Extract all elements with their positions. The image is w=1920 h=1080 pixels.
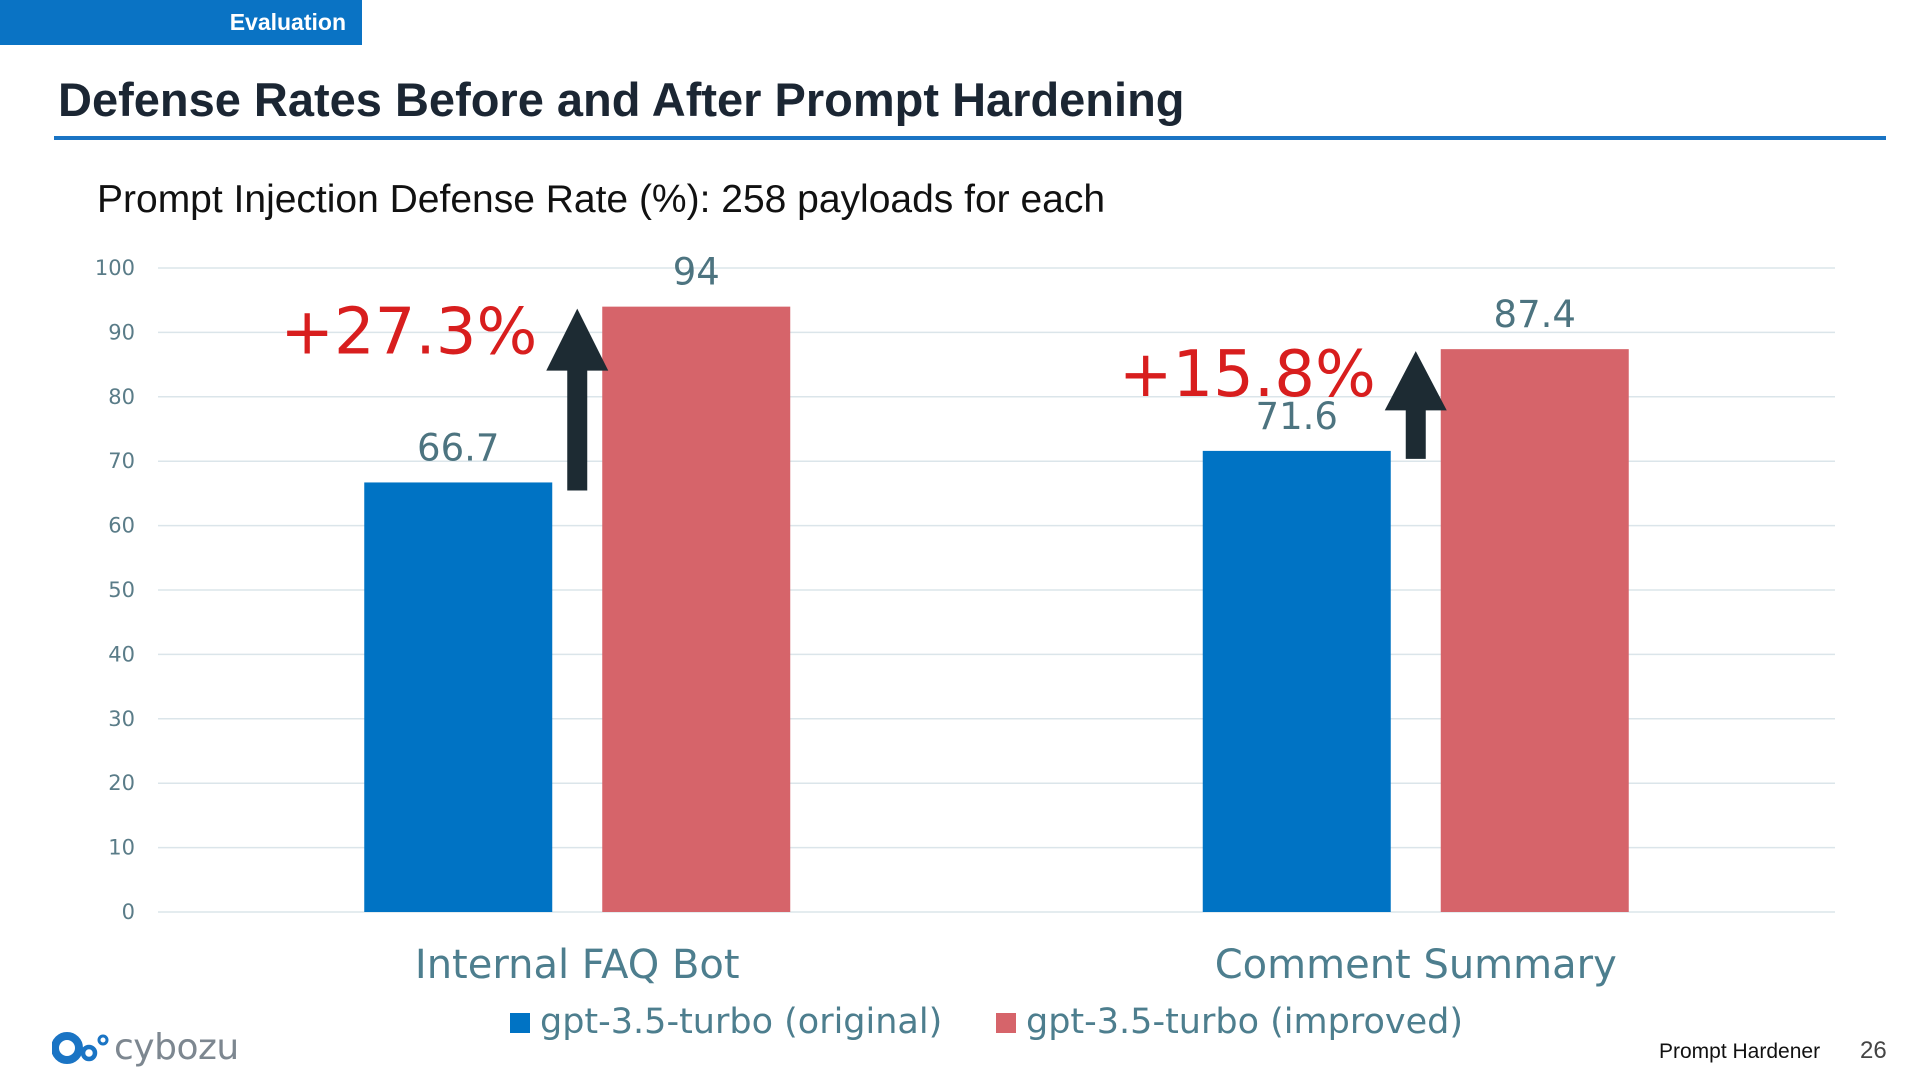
bars [364, 306, 1629, 912]
y-tick-label: 90 [108, 320, 135, 344]
y-tick-label: 50 [108, 578, 135, 602]
value-label: 87.4 [1494, 293, 1576, 336]
legend: gpt-3.5-turbo (original) gpt-3.5-turbo (i… [510, 1002, 1463, 1042]
legend-label: gpt-3.5-turbo (improved) [1026, 1002, 1463, 1042]
legend-swatch [510, 1013, 530, 1033]
category-labels: Internal FAQ Bot Comment Summary [415, 942, 1617, 988]
page-number: 26 [1860, 1037, 1887, 1064]
y-tick-label: 60 [108, 514, 135, 538]
footer-product-name: Prompt Hardener [1659, 1040, 1821, 1063]
value-label: 94 [673, 251, 720, 294]
delta-annotation: +15.8% [1119, 338, 1376, 412]
arrows [546, 308, 1447, 491]
cybozu-logo-icon [52, 1032, 109, 1064]
y-tick-label: 80 [108, 385, 135, 409]
bar-original [364, 482, 553, 912]
y-tick-label: 20 [108, 771, 135, 795]
up-arrow-icon [546, 308, 609, 491]
y-tick-label: 10 [108, 836, 135, 860]
y-tick-label: 70 [108, 449, 135, 473]
category-label: Internal FAQ Bot [415, 942, 740, 988]
section-tag: Evaluation [0, 0, 362, 45]
value-labels: 66.7 94 +27.3% 71.6 87.4 +15.8% [280, 251, 1576, 470]
y-tick-label: 100 [95, 256, 135, 280]
y-tick-label: 30 [108, 707, 135, 731]
bar-improved [1440, 349, 1629, 912]
slide-title: Defense Rates Before and After Prompt Ha… [58, 73, 1185, 126]
y-axis-ticks: 0 10 20 30 40 50 60 70 80 90 100 [95, 256, 135, 924]
title-rule [54, 136, 1886, 140]
legend-label: gpt-3.5-turbo (original) [540, 1002, 942, 1042]
value-label: 71.6 [1256, 395, 1338, 438]
y-tick-label: 0 [122, 900, 135, 924]
value-label: 66.7 [417, 426, 499, 469]
chart-title: Prompt Injection Defense Rate (%): 258 p… [97, 178, 1106, 221]
up-arrow-icon [1384, 351, 1447, 459]
bar-improved [602, 306, 791, 912]
y-tick-label: 40 [108, 642, 135, 666]
category-label: Comment Summary [1215, 942, 1617, 988]
bar-original [1202, 450, 1391, 912]
legend-swatch [996, 1013, 1016, 1033]
logo-text: cybozu [114, 1027, 239, 1068]
delta-annotation: +27.3% [280, 296, 537, 370]
